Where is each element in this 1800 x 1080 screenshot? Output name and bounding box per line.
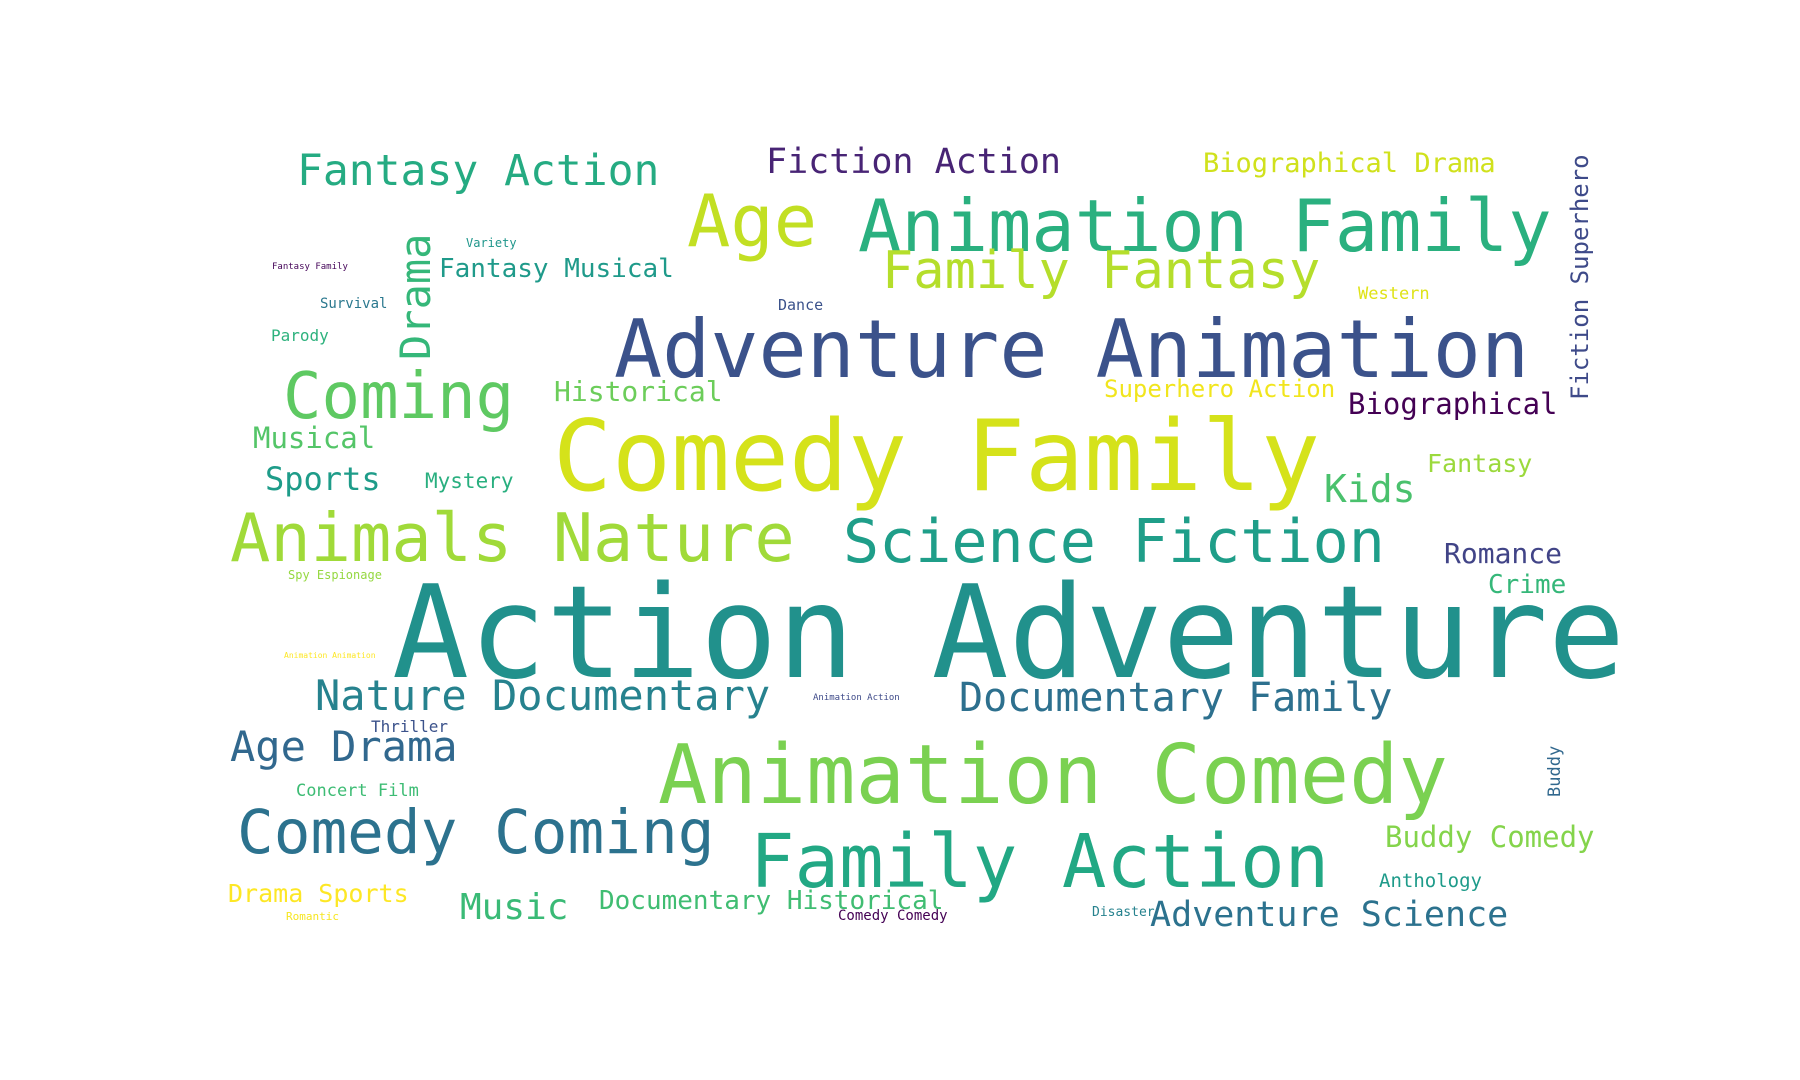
word-dance: Dance bbox=[778, 296, 824, 314]
word-fiction-action: Fiction Action bbox=[766, 142, 1062, 182]
word-parody: Parody bbox=[271, 326, 329, 345]
word-age: Age bbox=[687, 179, 818, 263]
word-survival: Survival bbox=[320, 296, 388, 312]
word-superhero-action: Superhero Action bbox=[1104, 375, 1336, 403]
word-documentary-historical: Documentary Historical bbox=[599, 886, 944, 916]
word-coming: Coming bbox=[283, 360, 515, 434]
word-documentary-family: Documentary Family bbox=[959, 675, 1393, 721]
word-adventure-science: Adventure Science bbox=[1150, 895, 1509, 935]
word-fantasy-musical: Fantasy Musical bbox=[439, 254, 674, 284]
word-music: Music bbox=[460, 887, 569, 928]
word-western: Western bbox=[1358, 284, 1430, 304]
word-anthology: Anthology bbox=[1379, 870, 1482, 892]
word-biographical-drama: Biographical Drama bbox=[1203, 148, 1496, 179]
word-romance: Romance bbox=[1444, 537, 1563, 570]
word-family-action: Family Action bbox=[750, 819, 1330, 905]
word-sports: Sports bbox=[265, 460, 381, 498]
word-buddy: Buddy bbox=[1545, 745, 1565, 797]
word-animation-animation: Animation Animation bbox=[284, 651, 376, 660]
word-musical: Musical bbox=[253, 421, 376, 455]
word-fantasy-action: Fantasy Action bbox=[297, 146, 660, 196]
word-age-drama: Age Drama bbox=[230, 722, 458, 771]
word-animals-nature: Animals Nature bbox=[230, 499, 795, 577]
word-drama-sports: Drama Sports bbox=[228, 879, 409, 908]
word-thriller: Thriller bbox=[371, 717, 449, 736]
word-comedy-family: Comedy Family bbox=[553, 400, 1321, 514]
word-science-fiction: Science Fiction bbox=[843, 507, 1385, 577]
word-disaster: Disaster bbox=[1092, 905, 1155, 920]
word-kids: Kids bbox=[1324, 467, 1416, 511]
word-romantic: Romantic bbox=[286, 910, 339, 923]
word-family-fantasy: Family Fantasy bbox=[882, 241, 1321, 301]
word-animation-comedy: Animation Comedy bbox=[658, 728, 1448, 823]
word-adventure-animation: Adventure Animation bbox=[614, 303, 1530, 396]
word-concert-film: Concert Film bbox=[296, 781, 419, 801]
word-animation-family: Animation Family bbox=[858, 184, 1552, 268]
word-spy-espionage: Spy Espionage bbox=[288, 568, 382, 582]
word-mystery: Mystery bbox=[425, 469, 514, 493]
word-variety: Variety bbox=[466, 236, 517, 250]
word-fiction-superhero: Fiction Superhero bbox=[1566, 154, 1594, 400]
word-buddy-comedy: Buddy Comedy bbox=[1385, 820, 1595, 854]
word-comedy-comedy: Comedy Comedy bbox=[838, 908, 948, 924]
word-biographical: Biographical bbox=[1348, 387, 1558, 421]
word-animation-action: Animation Action bbox=[813, 693, 900, 703]
word-drama: Drama bbox=[391, 233, 440, 360]
word-fantasy: Fantasy bbox=[1427, 449, 1533, 478]
word-fantasy-family: Fantasy Family bbox=[272, 262, 348, 272]
word-historical: Historical bbox=[554, 375, 723, 408]
word-crime: Crime bbox=[1488, 570, 1567, 600]
word-nature-documentary: Nature Documentary bbox=[315, 671, 771, 720]
word-action-adventure: Action Adventure bbox=[392, 559, 1625, 708]
word-comedy-coming: Comedy Coming bbox=[237, 797, 715, 868]
